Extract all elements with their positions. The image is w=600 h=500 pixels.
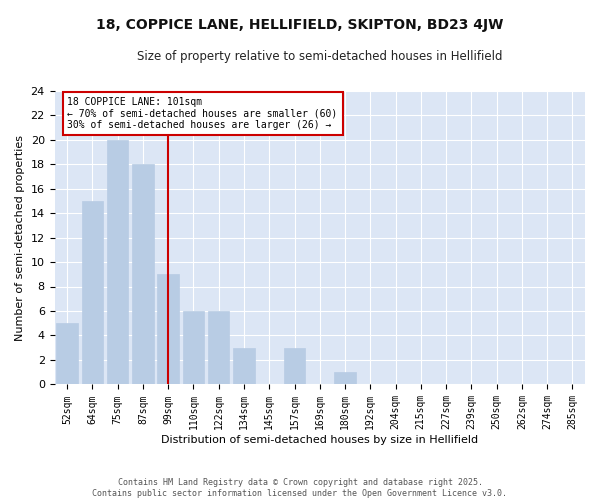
- Bar: [157, 274, 179, 384]
- Text: Contains HM Land Registry data © Crown copyright and database right 2025.
Contai: Contains HM Land Registry data © Crown c…: [92, 478, 508, 498]
- Text: 18 COPPICE LANE: 101sqm
← 70% of semi-detached houses are smaller (60)
30% of se: 18 COPPICE LANE: 101sqm ← 70% of semi-de…: [67, 96, 338, 130]
- Text: 18, COPPICE LANE, HELLIFIELD, SKIPTON, BD23 4JW: 18, COPPICE LANE, HELLIFIELD, SKIPTON, B…: [97, 18, 503, 32]
- Bar: [183, 311, 204, 384]
- Title: Size of property relative to semi-detached houses in Hellifield: Size of property relative to semi-detach…: [137, 50, 503, 63]
- Bar: [82, 201, 103, 384]
- Y-axis label: Number of semi-detached properties: Number of semi-detached properties: [15, 134, 25, 340]
- Bar: [334, 372, 356, 384]
- Bar: [56, 323, 78, 384]
- Bar: [132, 164, 154, 384]
- Bar: [284, 348, 305, 385]
- Bar: [107, 140, 128, 384]
- Bar: [208, 311, 229, 384]
- X-axis label: Distribution of semi-detached houses by size in Hellifield: Distribution of semi-detached houses by …: [161, 435, 478, 445]
- Bar: [233, 348, 255, 385]
